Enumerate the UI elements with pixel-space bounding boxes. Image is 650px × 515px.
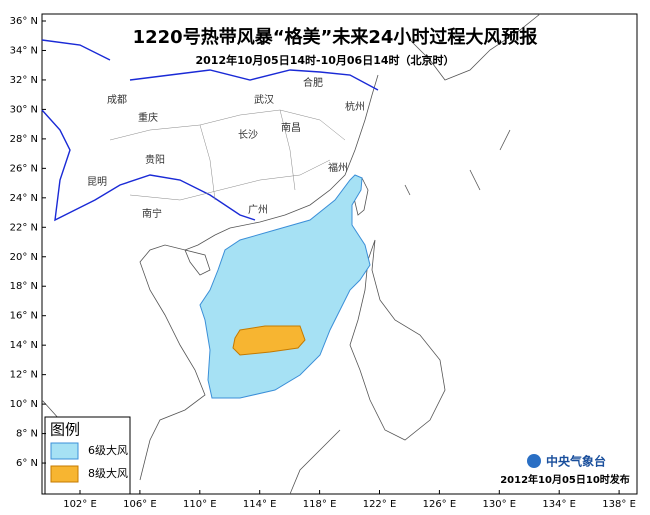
lat-label: 34° N: [10, 45, 38, 56]
lat-label: 8° N: [16, 429, 38, 440]
lon-label: 118° E: [303, 499, 337, 510]
city-label: 广州: [248, 204, 268, 216]
lat-label: 14° N: [10, 340, 38, 351]
lat-label: 24° N: [10, 193, 38, 204]
city-label: 长沙: [238, 129, 258, 141]
lat-label: 20° N: [10, 252, 38, 263]
map-subtitle: 2012年10月05日14时-10月06日14时（北京时）: [195, 53, 454, 67]
legend-label: 8级大风: [88, 466, 128, 480]
city-label: 南昌: [281, 121, 301, 134]
lat-label: 32° N: [10, 75, 38, 86]
city-label: 杭州: [345, 100, 365, 113]
lat-label: 10° N: [10, 399, 38, 410]
city-label: 武汉: [254, 93, 274, 106]
lat-label: 16° N: [10, 311, 38, 322]
lon-label: 138° E: [602, 499, 636, 510]
lon-label: 122° E: [363, 499, 397, 510]
agency-logo: [527, 454, 541, 468]
rivers: [41, 39, 379, 222]
lat-label: 36° N: [10, 16, 38, 27]
lon-label: 114° E: [243, 499, 277, 510]
legend-swatch: [50, 465, 79, 483]
lon-label: 130° E: [483, 499, 517, 510]
city-label: 合肥: [303, 76, 323, 89]
city-label: 贵阳: [145, 153, 165, 166]
lon-label: 110° E: [183, 499, 217, 510]
gale-area-8: [232, 325, 306, 356]
lat-label: 30° N: [10, 104, 38, 115]
city-label: 福州: [328, 161, 348, 174]
lat-label: 28° N: [10, 134, 38, 145]
city-label: 南宁: [142, 207, 162, 220]
legend-swatch: [50, 442, 79, 460]
lat-label: 22° N: [10, 222, 38, 233]
lat-label: 18° N: [10, 281, 38, 292]
lon-label: 106° E: [123, 499, 157, 510]
lat-label: 26° N: [10, 163, 38, 174]
lat-label: 12° N: [10, 370, 38, 381]
legend-title: 图例: [50, 421, 80, 439]
issue-date: 2012年10月05日10时发布: [500, 473, 630, 486]
lat-label: 6° N: [16, 458, 38, 469]
city-label: 昆明: [87, 176, 107, 188]
lon-label: 102° E: [63, 499, 97, 510]
map-title: 1220号热带风暴“格美”未来24小时过程大风预报: [133, 26, 538, 48]
city-label: 成都: [107, 94, 127, 106]
city-label: 重庆: [138, 111, 158, 124]
agency-name: 中央气象台: [546, 454, 606, 469]
lon-label: 126° E: [423, 499, 457, 510]
lon-label: 134° E: [542, 499, 576, 510]
legend-label: 6级大风: [88, 443, 128, 457]
borders: [109, 109, 346, 201]
